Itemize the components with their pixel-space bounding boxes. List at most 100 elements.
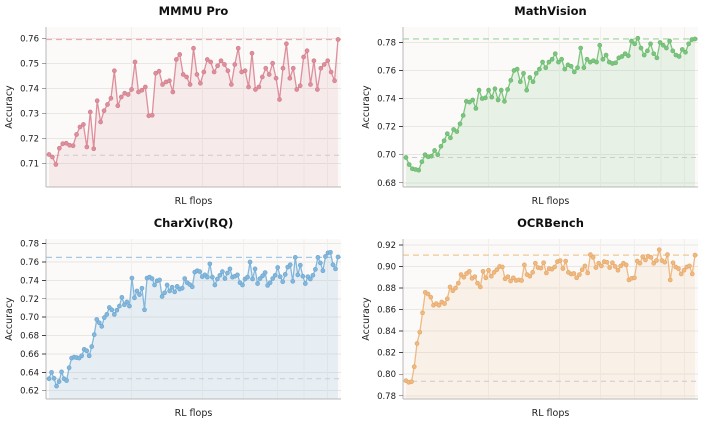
chart-title: CharXiv(RQ) (154, 216, 234, 230)
data-point-marker (169, 284, 175, 290)
data-point-marker (448, 135, 453, 141)
data-point-marker (87, 109, 93, 115)
data-point-marker (330, 262, 336, 268)
data-point-marker (46, 376, 52, 382)
data-point-marker (320, 268, 326, 274)
data-point-marker (660, 42, 666, 48)
data-point-marker (172, 289, 178, 295)
data-point-marker (129, 87, 134, 92)
data-point-marker (527, 273, 533, 279)
data-point-marker (622, 51, 628, 57)
data-point-marker (50, 154, 55, 160)
data-point-marker (167, 78, 172, 84)
data-point-marker (597, 42, 603, 48)
data-point-marker (651, 51, 657, 57)
data-point-marker (450, 288, 456, 294)
data-point-marker (681, 267, 687, 273)
data-point-marker (590, 254, 596, 260)
y-tick-label: 0.71 (20, 159, 39, 169)
data-point-marker (81, 122, 86, 127)
data-point-marker (332, 78, 337, 84)
y-axis-label: Accuracy (361, 85, 372, 129)
data-point-marker (225, 68, 231, 74)
data-point-marker (179, 285, 185, 291)
data-point-marker (217, 272, 223, 278)
data-point-marker (66, 365, 72, 371)
data-point-marker (613, 60, 618, 66)
data-point-marker (436, 302, 442, 308)
data-point-marker (670, 260, 676, 266)
data-point-marker (267, 280, 273, 286)
data-point-marker (480, 268, 486, 274)
data-point-marker (323, 254, 328, 259)
data-point-marker (115, 103, 121, 109)
y-tick-label: 0.62 (20, 387, 39, 397)
data-point-marker (417, 329, 423, 335)
data-point-marker (568, 63, 574, 69)
data-point-marker (420, 310, 425, 316)
data-point-marker (125, 92, 131, 97)
y-tick-label: 0.70 (377, 151, 396, 161)
data-point-marker (543, 65, 549, 71)
data-point-marker (142, 84, 148, 90)
data-point-marker (277, 97, 282, 102)
data-point-marker (640, 254, 646, 260)
y-tick-label: 0.74 (377, 95, 396, 105)
data-point-marker (290, 278, 296, 284)
y-tick-label: 0.66 (20, 350, 39, 360)
data-point-marker (494, 267, 500, 273)
data-point-marker (86, 353, 92, 359)
data-point-marker (262, 270, 268, 275)
data-point-marker (623, 262, 629, 268)
data-point-marker (129, 275, 135, 281)
y-tick-label: 0.78 (20, 240, 39, 250)
data-point-marker (667, 38, 672, 44)
data-point-marker (635, 35, 641, 41)
x-axis-label: RL flops (532, 408, 570, 419)
data-point-marker (510, 275, 516, 281)
data-point-marker (483, 95, 488, 101)
y-tick-label: 0.78 (377, 38, 396, 48)
data-point-marker (277, 274, 283, 280)
data-point-marker (117, 303, 122, 309)
data-point-marker (160, 82, 165, 87)
data-point-marker (211, 69, 217, 75)
data-point-marker (563, 258, 568, 264)
data-point-marker (247, 259, 253, 265)
data-point-marker (310, 272, 316, 278)
plot-background (403, 239, 698, 399)
data-point-marker (676, 266, 681, 271)
data-point-marker (451, 127, 456, 132)
data-point-marker (508, 77, 514, 83)
data-point-marker (118, 94, 124, 100)
data-point-marker (461, 274, 467, 280)
data-point-marker (637, 260, 643, 266)
data-point-marker (204, 274, 210, 280)
data-point-marker (167, 288, 172, 294)
data-point-marker (577, 272, 582, 277)
data-point-marker (559, 56, 564, 62)
data-point-marker (94, 317, 100, 322)
data-point-marker (335, 254, 341, 260)
data-point-marker (215, 276, 220, 282)
data-point-marker (207, 261, 213, 267)
y-tick-label: 0.88 (377, 284, 396, 294)
chart-mathvision: 0.68 0.70 0.72 0.74 0.76 0.78 MathVision RL flo… (361, 4, 698, 207)
data-point-marker (194, 72, 200, 77)
data-point-marker (544, 270, 549, 276)
y-tick-label: 0.64 (20, 368, 39, 378)
data-point-marker (159, 294, 165, 299)
data-point-marker (453, 285, 458, 291)
data-point-marker (692, 252, 698, 258)
data-point-marker (318, 65, 324, 71)
data-point-marker (197, 269, 203, 274)
data-point-marker (607, 265, 613, 270)
data-point-marker (477, 284, 483, 290)
data-point-marker (235, 272, 240, 278)
data-point-marker (182, 276, 188, 281)
data-point-marker (419, 159, 425, 165)
data-point-marker (132, 295, 137, 301)
data-point-marker (70, 143, 76, 149)
data-point-marker (84, 348, 90, 354)
